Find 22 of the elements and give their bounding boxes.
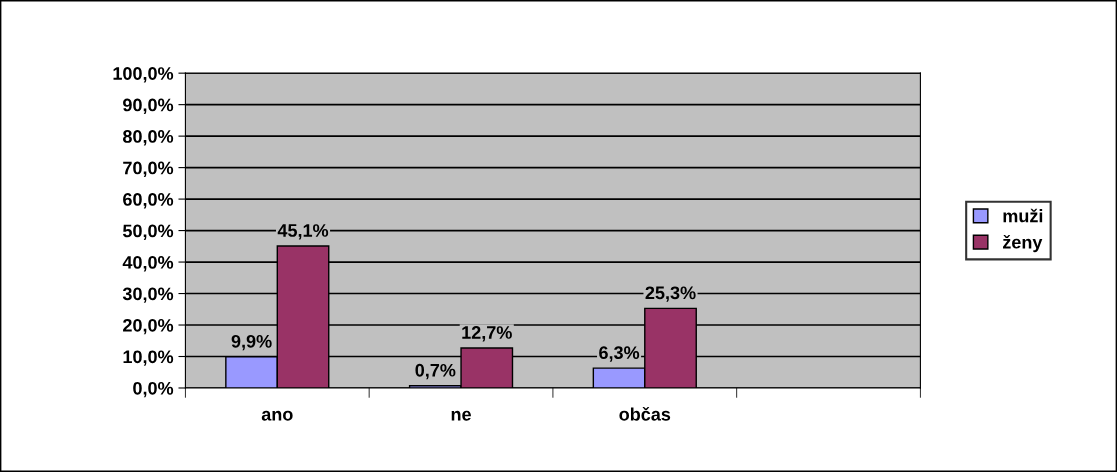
y-tick-label: 0,0% [133, 381, 174, 398]
y-tick-label: 70,0% [123, 161, 174, 177]
y-tick-label: 50,0% [122, 224, 174, 240]
y-tick-label: 60,0% [123, 193, 174, 209]
y-tick-label: 20,0% [123, 318, 174, 335]
data-label: 0,7% [415, 363, 456, 380]
data-label: 25,3% [645, 286, 696, 302]
data-label: 12,7% [462, 326, 512, 342]
x-tick-label: občas [619, 407, 671, 421]
data-label: 9,9% [231, 334, 272, 351]
legend-label: muži [1003, 208, 1043, 223]
y-tick-label: 80,0% [123, 130, 174, 146]
y-tick-label: 100,0% [113, 67, 174, 83]
y-tick-label: 10,0% [123, 350, 174, 366]
x-tick-label: ne [451, 410, 471, 421]
x-tick-label: ano [261, 410, 293, 421]
y-tick-label: 30,0% [122, 287, 174, 303]
legend-label: ženy [1003, 234, 1043, 253]
data-label: 6,3% [599, 346, 640, 362]
y-tick-label: 40,0% [122, 255, 174, 272]
y-tick-label: 90,0% [123, 98, 174, 114]
data-label: 45,1% [277, 224, 329, 240]
